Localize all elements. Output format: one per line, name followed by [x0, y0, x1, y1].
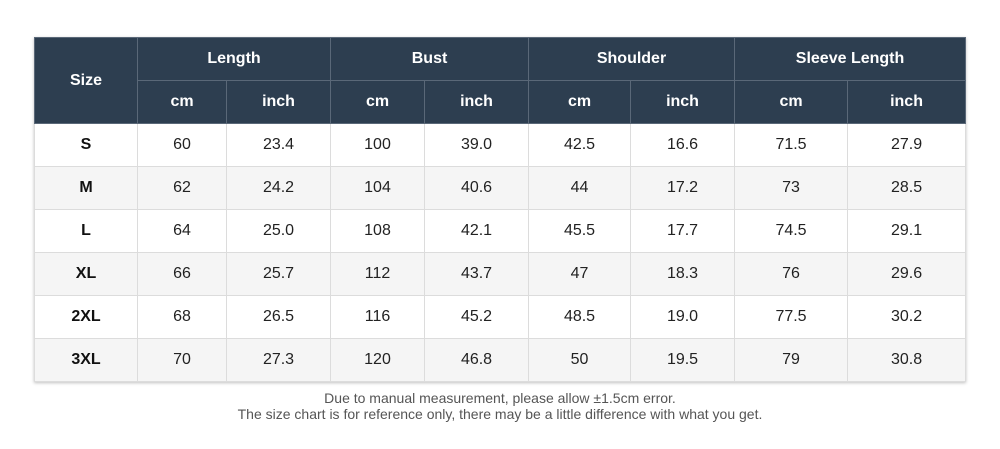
table-cell: 29.1 [847, 209, 967, 253]
size-cell: L [34, 209, 138, 253]
table-cell: 47 [528, 252, 632, 296]
table-cell: 70 [137, 338, 227, 382]
unit-header: cm [528, 80, 632, 124]
table-cell: 16.6 [630, 123, 736, 167]
shoulder-header: Shoulder [528, 37, 736, 81]
table-row: M 62 24.2 104 40.6 44 17.2 73 28.5 [34, 166, 967, 210]
table-cell: 79 [734, 338, 849, 382]
header-row-groups: Size Length Bust Shoulder Sleeve Length [34, 37, 967, 124]
size-cell: M [34, 166, 138, 210]
table-cell: 30.8 [847, 338, 967, 382]
table-cell: 108 [330, 209, 426, 253]
table-cell: 19.5 [630, 338, 736, 382]
table-cell: 45.2 [424, 295, 530, 339]
table-cell: 39.0 [424, 123, 530, 167]
reference-note: The size chart is for reference only, th… [237, 406, 763, 422]
footnotes: Due to manual measurement, please allow … [0, 390, 1000, 422]
table-cell: 27.3 [225, 338, 332, 382]
table-cell: 43.7 [424, 252, 530, 296]
table-cell: 46.8 [424, 338, 530, 382]
table-cell: 26.5 [225, 295, 332, 339]
table-cell: 100 [330, 123, 426, 167]
table-cell: 17.2 [630, 166, 736, 210]
table-cell: 50 [528, 338, 632, 382]
table-cell: 66 [137, 252, 227, 296]
table-cell: 112 [330, 252, 426, 296]
table-cell: 68 [137, 295, 227, 339]
table-cell: 76 [734, 252, 849, 296]
table-cell: 30.2 [847, 295, 967, 339]
table-cell: 120 [330, 338, 426, 382]
unit-header: inch [630, 80, 736, 124]
length-header: Length [136, 37, 332, 81]
sleeve-length-header: Sleeve Length [734, 37, 967, 81]
unit-header: inch [424, 80, 530, 124]
table-cell: 60 [137, 123, 227, 167]
table-cell: 29.6 [847, 252, 967, 296]
table-cell: 74.5 [734, 209, 849, 253]
size-cell: 3XL [34, 338, 138, 382]
table-cell: 104 [330, 166, 426, 210]
table-cell: 116 [330, 295, 426, 339]
table-cell: 42.5 [528, 123, 632, 167]
table-row: XL 66 25.7 112 43.7 47 18.3 76 29.6 [34, 252, 967, 296]
size-chart-container: Size Length Bust Shoulder Sleeve Length … [34, 37, 967, 382]
table-row: 3XL 70 27.3 120 46.8 50 19.5 79 30.8 [34, 338, 967, 382]
table-cell: 18.3 [630, 252, 736, 296]
table-cell: 25.7 [225, 252, 332, 296]
unit-header: inch [225, 80, 332, 124]
table-cell: 73 [734, 166, 849, 210]
header-row-units: cm inch cm inch cm inch cm inch [35, 80, 967, 124]
table-cell: 23.4 [225, 123, 332, 167]
size-cell: 2XL [34, 295, 138, 339]
table-cell: 28.5 [847, 166, 967, 210]
table-row: L 64 25.0 108 42.1 45.5 17.7 74.5 29.1 [34, 209, 967, 253]
unit-header: cm [734, 80, 849, 124]
table-cell: 42.1 [424, 209, 530, 253]
table-cell: 17.7 [630, 209, 736, 253]
size-cell: XL [34, 252, 138, 296]
table-cell: 77.5 [734, 295, 849, 339]
measurement-note: Due to manual measurement, please allow … [324, 390, 676, 406]
table-cell: 64 [137, 209, 227, 253]
table-cell: 45.5 [528, 209, 632, 253]
table-cell: 71.5 [734, 123, 849, 167]
table-row: S 60 23.4 100 39.0 42.5 16.6 71.5 27.9 [34, 123, 967, 167]
size-cell: S [34, 123, 138, 167]
table-cell: 27.9 [847, 123, 967, 167]
table-cell: 48.5 [528, 295, 632, 339]
size-chart-table: Size Length Bust Shoulder Sleeve Length … [34, 37, 967, 382]
bust-header: Bust [330, 37, 530, 81]
unit-header: inch [847, 80, 967, 124]
table-cell: 40.6 [424, 166, 530, 210]
unit-header: cm [137, 80, 227, 124]
table-cell: 62 [137, 166, 227, 210]
table-cell: 44 [528, 166, 632, 210]
table-row: 2XL 68 26.5 116 45.2 48.5 19.0 77.5 30.2 [34, 295, 967, 339]
size-header: Size [34, 37, 138, 124]
table-cell: 24.2 [225, 166, 332, 210]
table-cell: 25.0 [225, 209, 332, 253]
table-cell: 19.0 [630, 295, 736, 339]
unit-header: cm [330, 80, 426, 124]
